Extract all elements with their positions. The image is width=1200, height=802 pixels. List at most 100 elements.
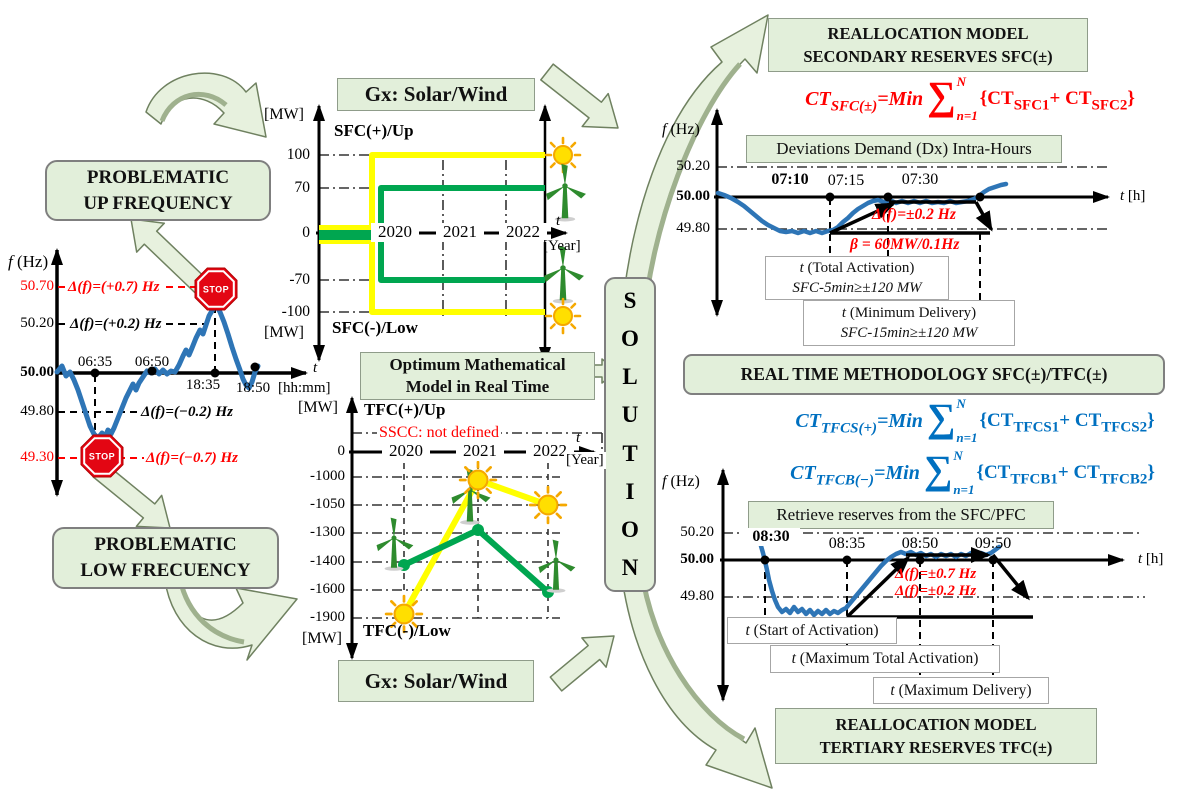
ytick: 50.20	[680, 524, 714, 540]
tfc-up-label: TFC(+)/Up	[364, 400, 446, 419]
activation-trapezoid	[829, 200, 993, 235]
delta-annotation: Δ(f)=(+0.2) Hz	[68, 316, 164, 333]
year-label: 2020	[371, 222, 419, 242]
svg-text:STOP: STOP	[89, 452, 115, 462]
tfc-low-label: TFC(-)/Low	[363, 621, 451, 640]
ytick: -1400	[310, 553, 345, 569]
sun-icon	[458, 460, 498, 500]
stop-sign-low: STOP	[80, 434, 124, 478]
sfc-chart-title: Gx: Solar/Wind	[337, 78, 535, 111]
year-label: 2021	[436, 222, 484, 242]
frequency-curve	[715, 181, 1009, 236]
ytick: 50.70	[20, 278, 54, 294]
axis-unit: [MW]	[302, 630, 342, 647]
tfc-wind-line	[402, 527, 550, 595]
max-total-activation-box: t (Maximum Total Activation)	[770, 645, 1000, 673]
tertiary-reserves-box: REALLOCATION MODEL TERTIARY RESERVES TFC…	[775, 708, 1097, 764]
ytick: -1000	[310, 468, 345, 484]
ytick: 50.20	[676, 158, 710, 174]
xtick: 07:30	[901, 171, 939, 188]
ytick: 0	[337, 443, 346, 459]
axis-unit: [MW]	[264, 324, 304, 341]
problematic-low-frequency-box: PROBLEMATIC LOW FRECUENCY	[52, 527, 279, 589]
ytick: 100	[286, 146, 310, 163]
arrow-to-up-frequency-box	[130, 218, 209, 295]
ytick: -100	[281, 303, 310, 320]
total-activation-box: t (Total Activation) SFC-5min≥±120 MW	[765, 256, 949, 300]
delta-annotation: Δ(f)=(−0.7) Hz	[146, 450, 239, 466]
axis-label-f: f (Hz)	[662, 473, 700, 490]
x-axis-t: t	[556, 213, 561, 229]
year-label: 2022	[499, 222, 547, 242]
ytick: -1050	[310, 496, 345, 512]
ytick: -70	[289, 271, 310, 288]
xtick: 08:50	[901, 535, 939, 552]
solar-capacity-line	[319, 152, 545, 315]
x-axis-label: t [h]	[1120, 188, 1146, 204]
x-axis-unit: [hh:mm]	[278, 380, 331, 396]
ytick: -1900	[310, 609, 345, 625]
ytick: 0	[302, 224, 310, 241]
ytick: 49.80	[20, 403, 54, 419]
sun-icon	[528, 485, 568, 525]
deviations-band-label: Deviations Demand (Dx) Intra-Hours	[746, 135, 1062, 163]
sfc-low-label: SFC(-)/Low	[332, 318, 418, 337]
start-activation-box: t (Start of Activation)	[727, 617, 897, 644]
delta-annotation: Δ(f)=(+0.7) Hz	[66, 279, 162, 296]
xtick: 06:50	[134, 354, 170, 370]
ytick: -1600	[310, 581, 345, 597]
wind-turbine-icon	[544, 163, 586, 222]
ytick: 50.00	[20, 364, 54, 380]
ytick: 50.20	[20, 315, 54, 331]
optimum-model-box: Optimum Mathematical Model in Real Time	[360, 352, 595, 400]
sfc-up-label: SFC(+)/Up	[334, 121, 414, 140]
flow-straight-arrows	[92, 63, 619, 692]
tfc-solar-wind-chart	[346, 396, 603, 660]
sscc-note: SSCC: not defined	[377, 424, 502, 442]
swoosh-to-sfc-chart	[145, 72, 267, 138]
sun-icon	[544, 297, 582, 335]
max-delivery-box: t (Maximum Delivery)	[873, 677, 1049, 704]
xtick: 09:50	[974, 535, 1012, 552]
year-label: 2020	[382, 441, 430, 461]
ytick: 49.80	[676, 220, 710, 236]
ytick: 50.00	[676, 188, 710, 204]
tfc-chart-title: Gx: Solar/Wind	[338, 660, 534, 702]
ytick: 49.80	[680, 588, 714, 604]
ytick: 49.30	[20, 449, 54, 465]
left-axis-label: f (Hz)	[8, 252, 49, 271]
x-axis-unit: [Year]	[543, 238, 581, 254]
xtick: 06:35	[77, 354, 113, 370]
beta-annotation: β = 60MW/0.1Hz	[850, 236, 960, 253]
arrow-tfc-to-solution	[549, 635, 615, 692]
svg-text:STOP: STOP	[203, 285, 229, 295]
axis-label-f: f (Hz)	[662, 121, 700, 138]
axis-unit: [MW]	[264, 106, 304, 123]
retrieve-band-label: Retrieve reserves from the SFC/PFC	[748, 501, 1054, 529]
ytick: 50.00	[680, 551, 714, 567]
xtick: 08:35	[828, 535, 866, 552]
stop-sign-high: STOP	[194, 267, 238, 311]
problematic-up-frequency-box: PROBLEMATIC UP FREQUENCY	[45, 160, 271, 221]
delta-annotation: Δ(f)=±0.7 Hz	[895, 566, 977, 582]
xtick: 08:30	[742, 528, 800, 546]
axis-unit: [MW]	[298, 399, 338, 416]
xtick: 18:35	[185, 377, 221, 393]
secondary-reserves-box: REALLOCATION MODEL SECONDARY RESERVES SF…	[768, 18, 1088, 72]
xtick: 07:15	[827, 172, 865, 189]
ytick: -1300	[310, 524, 345, 540]
xtick: 18:50	[235, 380, 271, 396]
delta-annotation: Δ(f)=(−0.2) Hz	[141, 404, 234, 420]
xtick: 07:10	[771, 171, 809, 188]
year-label: 2022	[526, 441, 574, 461]
delta-annotation: Δ(f)=±0.2 Hz	[872, 206, 956, 223]
tfc-solar-line	[401, 477, 550, 616]
arrow-sfc-to-solution	[540, 63, 619, 129]
sfc-deviation-chart	[711, 108, 1110, 317]
year-label: 2021	[456, 441, 504, 461]
